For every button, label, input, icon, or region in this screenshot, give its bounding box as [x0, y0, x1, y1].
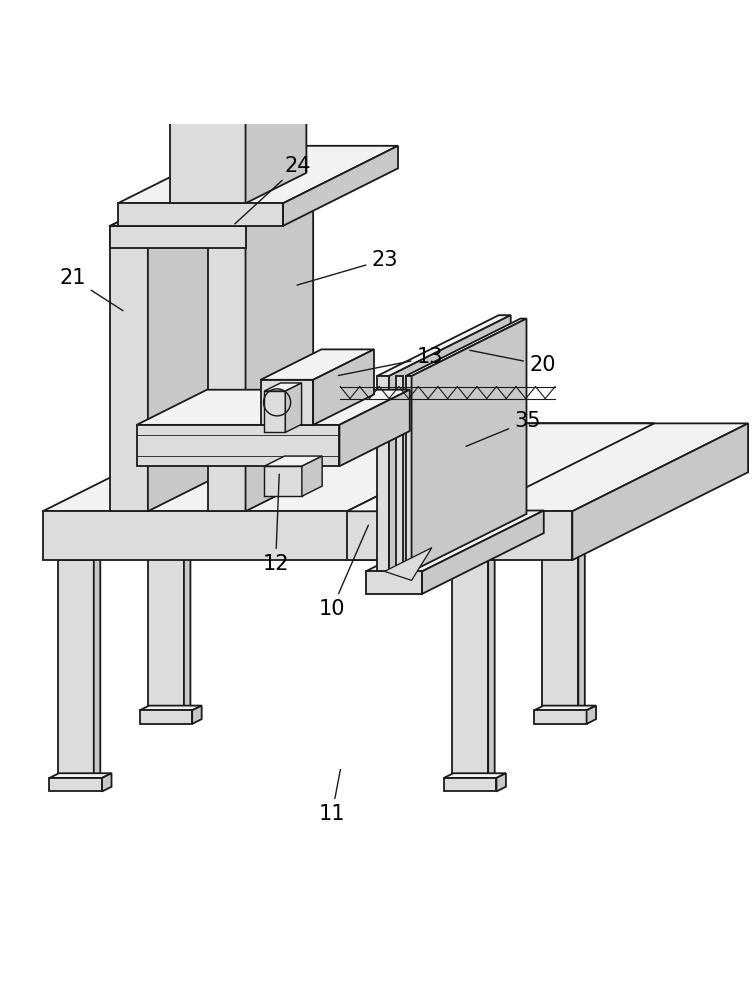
- Polygon shape: [246, 64, 306, 203]
- Polygon shape: [534, 710, 587, 724]
- Polygon shape: [265, 383, 302, 391]
- Polygon shape: [366, 511, 544, 571]
- Polygon shape: [261, 380, 313, 425]
- Polygon shape: [110, 226, 148, 511]
- Polygon shape: [452, 557, 495, 560]
- Polygon shape: [347, 423, 748, 511]
- Polygon shape: [148, 492, 184, 710]
- Polygon shape: [377, 376, 389, 571]
- Polygon shape: [422, 511, 544, 594]
- Polygon shape: [184, 489, 191, 710]
- Polygon shape: [265, 391, 285, 432]
- Polygon shape: [385, 548, 432, 580]
- Polygon shape: [246, 192, 313, 511]
- Polygon shape: [139, 706, 201, 710]
- Polygon shape: [444, 773, 506, 778]
- Polygon shape: [283, 146, 398, 226]
- Polygon shape: [261, 349, 374, 380]
- Polygon shape: [285, 383, 302, 432]
- Text: 35: 35: [466, 411, 541, 446]
- Polygon shape: [136, 425, 339, 466]
- Polygon shape: [118, 203, 283, 226]
- Polygon shape: [110, 192, 313, 226]
- Polygon shape: [136, 390, 409, 425]
- Polygon shape: [192, 706, 201, 724]
- Polygon shape: [389, 315, 510, 571]
- Polygon shape: [587, 706, 596, 724]
- Polygon shape: [339, 390, 409, 466]
- Polygon shape: [542, 489, 585, 492]
- Text: 12: 12: [262, 474, 289, 574]
- Polygon shape: [208, 226, 246, 511]
- Polygon shape: [488, 557, 495, 778]
- Polygon shape: [58, 560, 93, 778]
- Polygon shape: [170, 64, 306, 94]
- Polygon shape: [43, 423, 654, 511]
- Text: 21: 21: [60, 268, 123, 311]
- Polygon shape: [412, 319, 526, 571]
- Polygon shape: [479, 423, 654, 560]
- Text: 10: 10: [319, 525, 369, 619]
- Polygon shape: [58, 557, 100, 560]
- Polygon shape: [496, 773, 506, 791]
- Polygon shape: [347, 511, 572, 560]
- Polygon shape: [50, 773, 112, 778]
- Polygon shape: [366, 571, 422, 594]
- Polygon shape: [347, 423, 654, 511]
- Polygon shape: [170, 94, 246, 203]
- Polygon shape: [578, 489, 585, 710]
- Text: 24: 24: [234, 156, 311, 224]
- Text: 11: 11: [319, 769, 345, 824]
- Polygon shape: [452, 560, 488, 778]
- Polygon shape: [406, 319, 526, 376]
- Polygon shape: [148, 192, 216, 511]
- Polygon shape: [542, 492, 578, 710]
- Text: 13: 13: [339, 347, 443, 376]
- Polygon shape: [396, 376, 403, 571]
- Polygon shape: [93, 557, 100, 778]
- Polygon shape: [110, 226, 246, 248]
- Polygon shape: [118, 146, 398, 203]
- Polygon shape: [43, 511, 479, 560]
- Text: 23: 23: [297, 250, 398, 285]
- Polygon shape: [139, 710, 192, 724]
- Polygon shape: [406, 376, 412, 571]
- Polygon shape: [265, 456, 322, 466]
- Polygon shape: [102, 773, 112, 791]
- Polygon shape: [208, 192, 313, 226]
- Polygon shape: [148, 489, 191, 492]
- Polygon shape: [265, 466, 302, 496]
- Polygon shape: [377, 315, 510, 376]
- Polygon shape: [50, 778, 102, 791]
- Polygon shape: [110, 192, 216, 226]
- Polygon shape: [572, 423, 748, 560]
- Text: 20: 20: [470, 350, 556, 375]
- Polygon shape: [313, 349, 374, 425]
- Polygon shape: [444, 778, 496, 791]
- Polygon shape: [302, 456, 322, 496]
- Polygon shape: [534, 706, 596, 710]
